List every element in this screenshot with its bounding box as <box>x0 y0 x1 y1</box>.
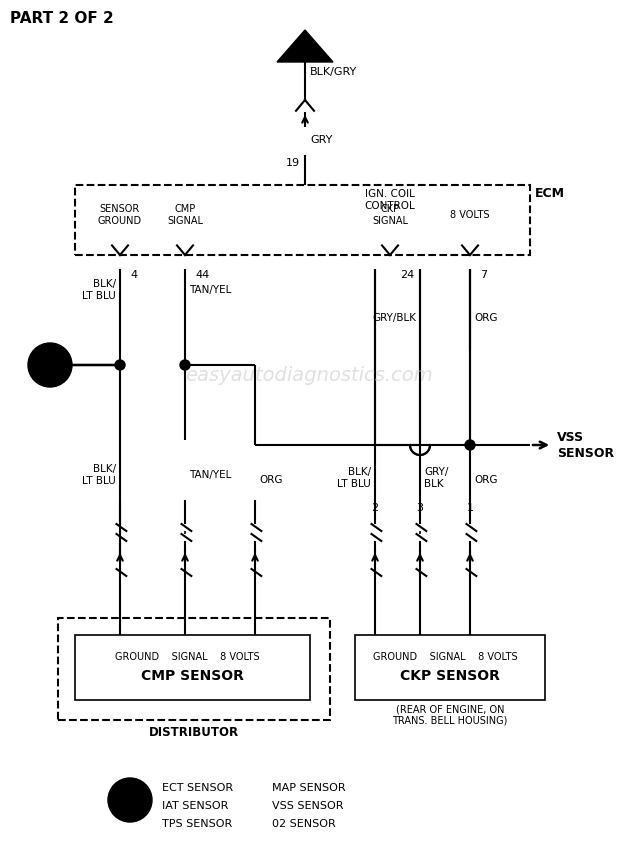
Text: IAT SENSOR: IAT SENSOR <box>162 801 229 811</box>
Text: ECT SENSOR: ECT SENSOR <box>162 783 233 793</box>
Text: 4: 4 <box>130 270 137 280</box>
Text: A: A <box>43 356 56 374</box>
Text: CKP
SIGNAL: CKP SIGNAL <box>372 204 408 226</box>
Text: TAN/YEL: TAN/YEL <box>189 470 231 480</box>
Text: PART 2 OF 2: PART 2 OF 2 <box>10 10 114 26</box>
Text: SENSOR
GROUND: SENSOR GROUND <box>98 204 142 226</box>
Polygon shape <box>277 30 333 62</box>
Text: 2: 2 <box>371 503 379 513</box>
Text: GRY/
BLK: GRY/ BLK <box>424 468 449 489</box>
Circle shape <box>28 343 72 387</box>
Bar <box>75 185 530 255</box>
Text: IGN. COIL
CONTROL: IGN. COIL CONTROL <box>365 190 415 211</box>
Text: 3: 3 <box>417 503 423 513</box>
Text: DISTRIBUTOR: DISTRIBUTOR <box>149 726 239 739</box>
Circle shape <box>115 360 125 370</box>
Text: 7: 7 <box>480 270 487 280</box>
Text: GRY/BLK: GRY/BLK <box>372 313 416 323</box>
Text: (REAR OF ENGINE, ON
TRANS. BELL HOUSING): (REAR OF ENGINE, ON TRANS. BELL HOUSING) <box>392 704 508 726</box>
Circle shape <box>180 360 190 370</box>
Text: ORG: ORG <box>259 475 282 485</box>
Text: A: A <box>123 791 137 809</box>
Text: A: A <box>298 40 312 58</box>
Text: 1: 1 <box>467 503 473 513</box>
Text: 02 SENSOR: 02 SENSOR <box>272 819 336 829</box>
Text: TPS SENSOR: TPS SENSOR <box>162 819 232 829</box>
Text: SENSOR: SENSOR <box>557 446 614 460</box>
Circle shape <box>108 778 152 822</box>
Text: ORG: ORG <box>474 475 497 485</box>
Text: VSS: VSS <box>557 430 584 444</box>
Text: CKP SENSOR: CKP SENSOR <box>400 668 500 683</box>
Circle shape <box>465 440 475 450</box>
Text: easyautodiagnostics.com: easyautodiagnostics.com <box>185 366 433 384</box>
Text: 44: 44 <box>195 270 210 280</box>
Text: 19: 19 <box>286 158 300 168</box>
Text: BLK/
LT BLU: BLK/ LT BLU <box>82 279 116 301</box>
Text: CMP
SIGNAL: CMP SIGNAL <box>167 204 203 226</box>
Text: TAN/YEL: TAN/YEL <box>189 285 231 295</box>
Text: MAP SENSOR: MAP SENSOR <box>272 783 345 793</box>
Bar <box>75 635 310 700</box>
Text: VSS SENSOR: VSS SENSOR <box>272 801 344 811</box>
Text: GROUND    SIGNAL    8 VOLTS: GROUND SIGNAL 8 VOLTS <box>373 653 517 662</box>
Text: 24: 24 <box>400 270 414 280</box>
Text: BLK/
LT BLU: BLK/ LT BLU <box>337 468 371 489</box>
Text: BLK/
LT BLU: BLK/ LT BLU <box>82 464 116 486</box>
Text: ORG: ORG <box>474 313 497 323</box>
Text: CMP SENSOR: CMP SENSOR <box>141 668 244 683</box>
Text: GROUND    SIGNAL    8 VOLTS: GROUND SIGNAL 8 VOLTS <box>115 653 260 662</box>
Text: ECM: ECM <box>535 186 565 200</box>
Text: GRY: GRY <box>310 135 332 145</box>
Text: BLK/GRY: BLK/GRY <box>310 67 357 77</box>
Bar <box>355 635 545 700</box>
Text: 8 VOLTS: 8 VOLTS <box>451 210 489 220</box>
Bar <box>58 618 330 720</box>
